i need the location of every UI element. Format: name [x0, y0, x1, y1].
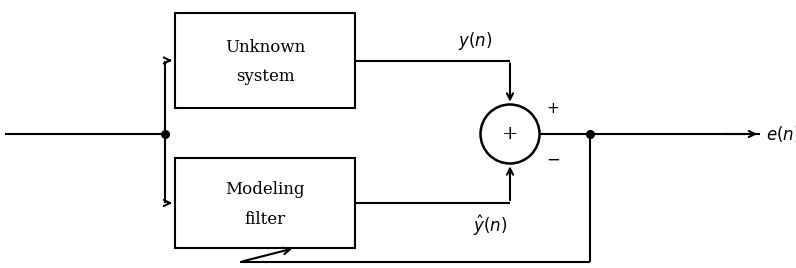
Text: $y(n)$: $y(n)$: [458, 31, 492, 53]
Text: −: −: [547, 151, 560, 169]
Text: $\hat{y}(n)$: $\hat{y}(n)$: [473, 213, 507, 238]
Text: +: +: [547, 101, 560, 116]
Text: system: system: [236, 68, 295, 85]
Text: +: +: [501, 125, 518, 143]
Text: Modeling: Modeling: [225, 181, 305, 199]
Text: Unknown: Unknown: [225, 39, 305, 56]
Text: $e(n)$: $e(n)$: [766, 124, 796, 144]
Text: filter: filter: [244, 210, 286, 228]
